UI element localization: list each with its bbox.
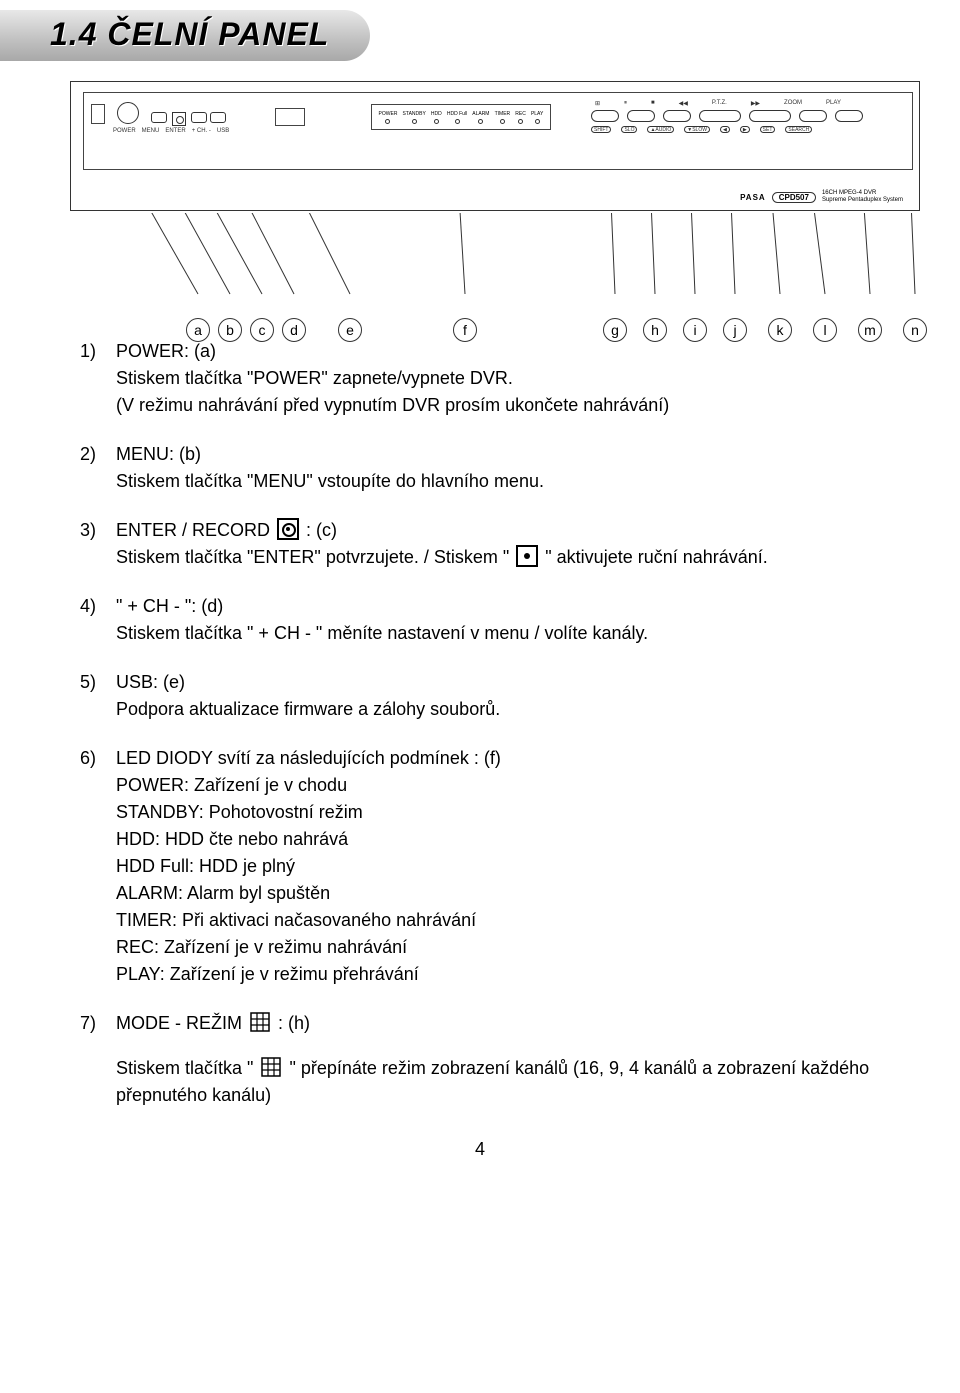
rec-icon — [277, 518, 299, 540]
callout-m: m — [858, 318, 882, 342]
list-item: 7)MODE - REŽIM : (h)Stiskem tlačítka " "… — [80, 1010, 890, 1109]
section-title: 1.4 ČELNÍ PANEL — [50, 16, 329, 52]
list-item: 5)USB: (e)Podpora aktualizace firmware a… — [80, 669, 890, 723]
led-panel: POWERSTANDBYHDDHDD FullALARMTIMERRECPLAY — [371, 104, 551, 130]
grid-icon — [250, 1012, 270, 1032]
model-badge: CPD507 — [772, 192, 816, 203]
page-number: 4 — [0, 1139, 960, 1160]
recdot-icon — [516, 545, 538, 567]
panel-label: USB — [217, 128, 229, 134]
brand-name: PASA — [740, 193, 766, 202]
front-panel-outline: POWER MENU ENTER + CH. - USB POWERSTANDBYHDD… — [70, 81, 920, 211]
callout-k: k — [768, 318, 792, 342]
panel-label: + CH. - — [192, 128, 211, 134]
callout-c: c — [250, 318, 274, 342]
callout-f: f — [453, 318, 477, 342]
callout-i: i — [683, 318, 707, 342]
list-item: 6)LED DIODY svítí za následujících podmí… — [80, 745, 890, 988]
callout-n: n — [903, 318, 927, 342]
brand-row: PASA CPD507 16CH MPEG-4 DVR Supreme Pent… — [740, 190, 903, 204]
section-header: 1.4 ČELNÍ PANEL — [0, 10, 370, 61]
panel-label: MENU — [142, 128, 160, 134]
list-item: 4)" + CH - ": (d)Stiskem tlačítka " + CH… — [80, 593, 890, 647]
list-item: 2)MENU: (b)Stiskem tlačítka "MENU" vstou… — [80, 441, 890, 495]
brand-sub: 16CH MPEG-4 DVR Supreme Pentaduplex Syst… — [822, 190, 903, 204]
callout-g: g — [603, 318, 627, 342]
list-item: 3)ENTER / RECORD : (c)Stiskem tlačítka "… — [80, 517, 890, 571]
callout-d: d — [282, 318, 306, 342]
panel-label: ENTER — [165, 128, 185, 134]
panel-label: POWER — [113, 128, 136, 134]
callout-j: j — [723, 318, 747, 342]
grid-icon — [261, 1057, 281, 1077]
callout-h: h — [643, 318, 667, 342]
callout-l: l — [813, 318, 837, 342]
description-list: 1)POWER: (a)Stiskem tlačítka "POWER" zap… — [0, 318, 960, 1109]
list-item: 1)POWER: (a)Stiskem tlačítka "POWER" zap… — [80, 338, 890, 419]
power-button-graphic — [117, 102, 139, 124]
callout-b: b — [218, 318, 242, 342]
callout-a: a — [186, 318, 210, 342]
device-figure: POWER MENU ENTER + CH. - USB POWERSTANDBYHDD… — [0, 81, 960, 211]
callout-e: e — [338, 318, 362, 342]
leader-lines: abcdefghijklmn — [70, 213, 920, 318]
